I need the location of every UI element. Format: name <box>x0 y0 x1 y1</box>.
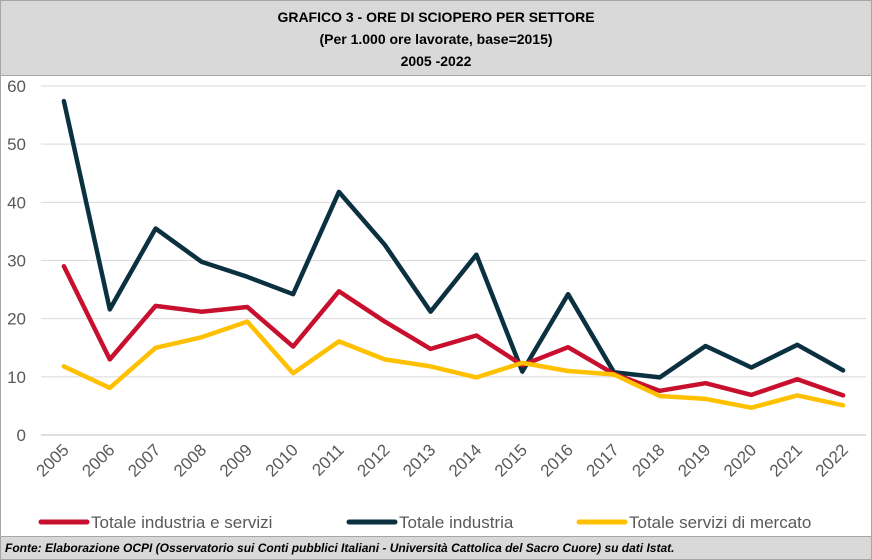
y-tick-label: 20 <box>7 310 26 329</box>
chart-period: 2005 -2022 <box>400 53 472 69</box>
x-tick-label: 2021 <box>766 440 806 480</box>
chart-area: 0 10 20 30 40 50 60 2005 2006 2007 2008 2009 2010 201… <box>1 76 871 534</box>
x-tick-label: 2019 <box>674 440 714 480</box>
x-tick-label: 2010 <box>262 440 302 480</box>
y-tick-label: 40 <box>7 193 26 212</box>
y-tick-label: 30 <box>7 252 26 271</box>
x-tick-label: 2015 <box>491 440 531 480</box>
x-tick-label: 2011 <box>308 440 347 479</box>
legend-label-1: Totale industria e servizi <box>91 513 272 532</box>
y-tick-label: 10 <box>7 368 26 387</box>
x-tick-label: 2008 <box>170 440 210 480</box>
legend: Totale industria e servizi Totale industr… <box>38 513 811 532</box>
y-tick-label: 0 <box>17 426 26 445</box>
chart-subtitle: (Per 1.000 ore lavorate, base=2015) <box>319 31 553 47</box>
chart-title: GRAFICO 3 - ORE DI SCIOPERO PER SETTORE <box>277 9 595 25</box>
x-tick-label: 2005 <box>33 440 73 480</box>
x-tick-label: 2022 <box>812 440 852 480</box>
series-layer <box>61 98 846 410</box>
x-tick-label: 2018 <box>628 440 668 480</box>
x-tick-label: 2014 <box>445 440 485 480</box>
x-tick-label: 2020 <box>720 440 760 480</box>
legend-label-3: Totale servizi di mercato <box>629 513 811 532</box>
legend-label-2: Totale industria <box>399 513 514 532</box>
series-line-1 <box>61 264 846 398</box>
x-tick-label: 2012 <box>353 440 393 480</box>
x-tick-label: 2013 <box>399 440 439 480</box>
y-tick-label: 50 <box>7 135 26 154</box>
x-tick-label: 2009 <box>216 440 256 480</box>
chart-header: GRAFICO 3 - ORE DI SCIOPERO PER SETTORE … <box>1 1 871 76</box>
source-note: Fonte: Elaborazione OCPI (Osservatorio s… <box>1 536 871 559</box>
x-tick-label: 2016 <box>537 440 577 480</box>
y-tick-label: 60 <box>7 77 26 96</box>
x-tick-label: 2007 <box>124 440 164 480</box>
series-line-3 <box>61 319 846 410</box>
x-tick-label: 2017 <box>583 440 623 480</box>
series-line-2 <box>61 98 846 380</box>
x-tick-label: 2006 <box>78 440 118 480</box>
grid-layer <box>41 85 866 436</box>
